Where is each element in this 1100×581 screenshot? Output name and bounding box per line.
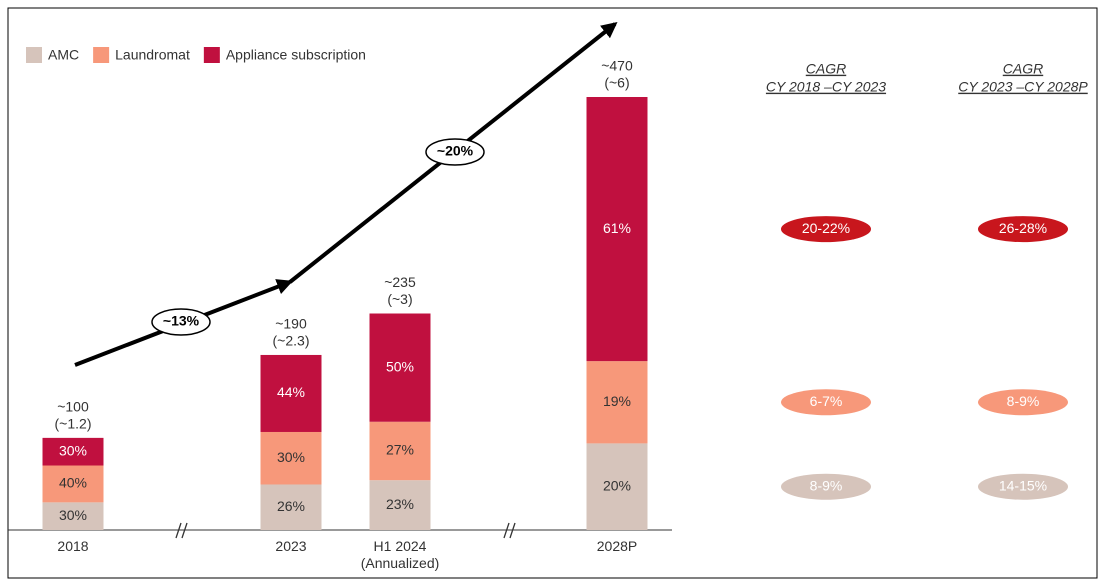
cagr-badge	[978, 216, 1068, 243]
total-label: ~235	[384, 274, 416, 290]
segment-label: 30%	[277, 449, 305, 465]
cagr-badge	[978, 473, 1068, 500]
segment-label: 19%	[603, 393, 631, 409]
bar-segment	[586, 443, 648, 530]
segment-label: 61%	[603, 220, 631, 236]
cagr-value: 6-7%	[810, 393, 843, 409]
segment-label: 27%	[386, 442, 414, 458]
segment-label: 26%	[277, 498, 305, 514]
bar-segment	[42, 465, 104, 503]
bar-segment	[260, 431, 322, 485]
segment-label: 23%	[386, 496, 414, 512]
cagr-period: CY 2023 –CY 2028P	[958, 79, 1088, 95]
segment-label: 50%	[386, 358, 414, 374]
legend-swatch	[93, 47, 110, 63]
cagr-value: 26-28%	[999, 220, 1047, 236]
bar-segment	[586, 361, 648, 444]
segment-label: 40%	[59, 475, 87, 491]
growth-badge	[151, 308, 211, 336]
frame	[7, 7, 1098, 579]
cagr-header: CAGR	[806, 61, 846, 77]
growth-label: ~13%	[163, 313, 200, 329]
cagr-period: CY 2018 –CY 2023	[766, 79, 886, 95]
legend-swatch	[203, 47, 220, 63]
cagr-badge	[781, 389, 871, 416]
axis-break	[175, 522, 516, 539]
secondary-label: (~1.2)	[55, 416, 92, 432]
bar-segment	[42, 437, 104, 466]
cagr-badge	[978, 389, 1068, 416]
legend-label: Laundromat	[115, 47, 190, 63]
cagr-header: CAGR	[1003, 61, 1043, 77]
secondary-label: (~2.3)	[273, 333, 310, 349]
growth-label: ~20%	[437, 143, 474, 159]
bar-segment	[42, 502, 104, 530]
segment-label: 30%	[59, 507, 87, 523]
cagr-value: 20-22%	[802, 220, 850, 236]
cagr-value: 8-9%	[810, 477, 843, 493]
bar-segment	[260, 484, 322, 530]
secondary-label: (~6)	[604, 75, 629, 91]
segment-label: 30%	[59, 442, 87, 458]
x-tick-label: 2018	[57, 538, 89, 554]
bar-segment	[369, 480, 431, 530]
secondary-label: (~3)	[387, 291, 412, 307]
segment-label: 20%	[603, 477, 631, 493]
growth-badge	[425, 138, 485, 166]
bar-segment	[586, 97, 648, 362]
cagr-badge	[781, 473, 871, 500]
segment-label: 44%	[277, 384, 305, 400]
bar-segment	[260, 354, 322, 432]
legend-swatch	[26, 47, 42, 63]
x-tick-label: 2028P	[596, 538, 638, 554]
cagr-value: 14-15%	[999, 477, 1047, 493]
total-label: ~190	[275, 316, 307, 332]
cagr-badge	[781, 216, 871, 243]
total-label: ~100	[57, 399, 89, 415]
total-label: ~470	[601, 58, 633, 74]
x-tick-label: H1 2024 (Annualized)	[360, 538, 440, 571]
x-tick-label: 2023	[275, 538, 307, 554]
legend-label: AMC	[48, 47, 79, 63]
legend-label: Appliance subscription	[226, 47, 366, 63]
cagr-value: 8-9%	[1007, 393, 1040, 409]
bar-segment	[369, 313, 431, 422]
bar-segment	[369, 421, 431, 481]
